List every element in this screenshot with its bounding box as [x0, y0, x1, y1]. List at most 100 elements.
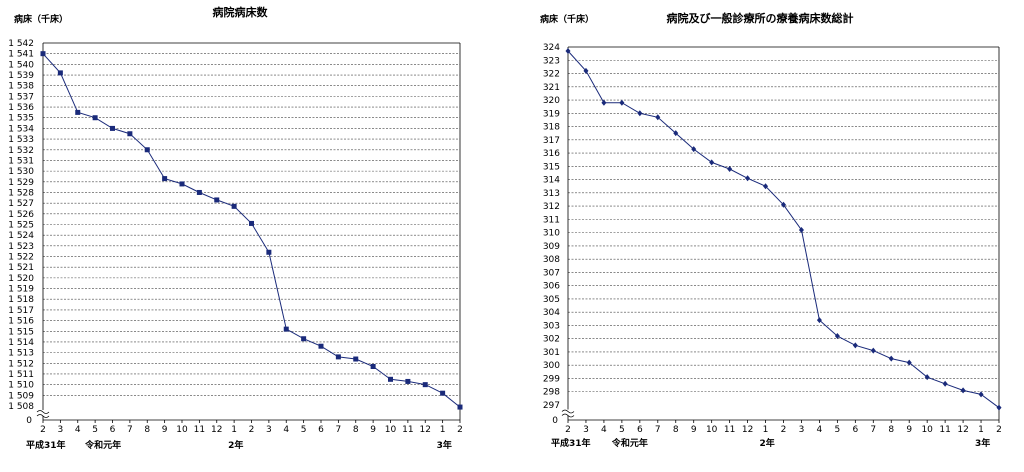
data-point	[422, 382, 428, 388]
data-point	[144, 147, 150, 153]
x-tick-label: 11	[724, 425, 735, 435]
era-label: 2年	[228, 439, 243, 451]
x-tick-label: 3	[583, 425, 589, 435]
x-tick-label: 2	[457, 425, 463, 435]
data-point	[763, 183, 769, 190]
x-tick-label: 9	[691, 425, 697, 435]
data-point	[745, 175, 751, 182]
x-tick-label: 11	[402, 425, 413, 435]
data-point	[834, 333, 840, 340]
data-point	[852, 342, 858, 349]
era-label: 平成31年	[26, 439, 66, 451]
x-tick-label: 11	[939, 425, 950, 435]
data-point	[57, 70, 63, 76]
y-zero-label: 0	[26, 416, 32, 426]
y-tick-label: 1 512	[8, 359, 34, 369]
y-tick-label: 1 518	[8, 295, 34, 305]
x-tick-label: 5	[619, 425, 625, 435]
y-tick-label: 1 526	[8, 210, 34, 220]
data-point	[40, 51, 46, 57]
x-tick-label: 9	[906, 425, 912, 435]
data-point	[906, 359, 912, 366]
y-tick-label: 323	[543, 56, 560, 66]
y-tick-label: 298	[543, 388, 560, 398]
era-label: 令和元年	[611, 437, 648, 449]
data-point	[457, 404, 463, 410]
y-tick-label: 1 519	[8, 285, 34, 295]
data-point	[335, 354, 341, 360]
y-tick-label: 1 536	[8, 103, 34, 113]
y-tick-label: 1 523	[8, 242, 34, 252]
data-point	[691, 146, 697, 153]
y-tick-label: 297	[543, 401, 560, 411]
era-label: 3年	[975, 437, 990, 449]
data-point	[816, 317, 822, 324]
x-tick-label: 12	[957, 425, 968, 435]
x-tick-label: 9	[370, 425, 376, 435]
y-tick-label: 319	[543, 109, 560, 119]
data-point	[673, 130, 679, 137]
y-tick-label: 312	[543, 202, 560, 212]
y-tick-label: 313	[543, 189, 560, 199]
x-tick-label: 2	[249, 425, 255, 435]
data-point	[179, 181, 185, 187]
data-point	[781, 201, 786, 208]
y-tick-label: 303	[543, 321, 560, 331]
y-tick-label: 1 539	[8, 71, 34, 81]
x-tick-label: 8	[673, 425, 679, 435]
y-tick-label: 307	[543, 268, 560, 278]
data-point	[127, 131, 133, 137]
data-point	[231, 203, 237, 209]
x-tick-label: 12	[211, 425, 222, 435]
y-tick-label: 305	[543, 295, 560, 305]
y-tick-label: 308	[543, 255, 560, 265]
data-point	[440, 390, 446, 396]
y-tick-label: 1 513	[8, 349, 34, 359]
y-tick-label: 1 508	[8, 402, 34, 412]
data-point	[353, 356, 359, 362]
data-point	[619, 99, 625, 106]
axis-break-mask	[563, 409, 573, 416]
data-point	[727, 165, 733, 172]
x-tick-label: 1	[763, 425, 769, 435]
y-tick-label: 1 530	[8, 167, 34, 177]
x-tick-label: 6	[852, 425, 858, 435]
x-tick-label: 10	[921, 425, 933, 435]
x-tick-label: 8	[888, 425, 894, 435]
y-tick-label: 1 514	[8, 338, 34, 348]
y-tick-label: 1 527	[8, 199, 34, 209]
data-point	[283, 326, 289, 332]
y-tick-label: 304	[543, 308, 560, 318]
y-tick-label: 311	[543, 215, 560, 225]
x-tick-label: 2	[781, 425, 787, 435]
y-tick-label: 1 534	[8, 124, 34, 134]
era-label: 平成31年	[551, 437, 591, 449]
series-line	[42, 53, 461, 408]
x-tick-label: 8	[353, 425, 359, 435]
x-tick-label: 10	[385, 425, 397, 435]
x-tick-label: 2	[40, 425, 46, 435]
axis-break-icon	[561, 409, 575, 414]
x-tick-label: 7	[336, 425, 342, 435]
x-tick-label: 3	[266, 425, 272, 435]
y-tick-label: 1 538	[8, 82, 34, 92]
x-tick-label: 1	[440, 425, 446, 435]
x-tick-label: 9	[162, 425, 168, 435]
y-tick-label: 1 529	[8, 178, 34, 188]
y-tick-label: 1 531	[8, 156, 34, 166]
data-point	[301, 336, 307, 342]
x-tick-label: 7	[655, 425, 661, 435]
y-tick-label: 316	[543, 149, 560, 159]
data-point	[249, 220, 254, 226]
data-point	[996, 404, 1002, 411]
y-tick-label: 1 509	[8, 391, 34, 401]
x-tick-label: 11	[194, 425, 205, 435]
chart-2: 病院及び一般診療所の療養病床数総計病床（千床）29729829930030130…	[540, 11, 1002, 449]
data-point	[870, 347, 876, 354]
y-tick-label: 301	[543, 348, 560, 358]
x-tick-label: 4	[75, 425, 81, 435]
x-tick-label: 4	[601, 425, 607, 435]
x-tick-label: 10	[706, 425, 718, 435]
y-tick-label: 320	[543, 96, 560, 106]
